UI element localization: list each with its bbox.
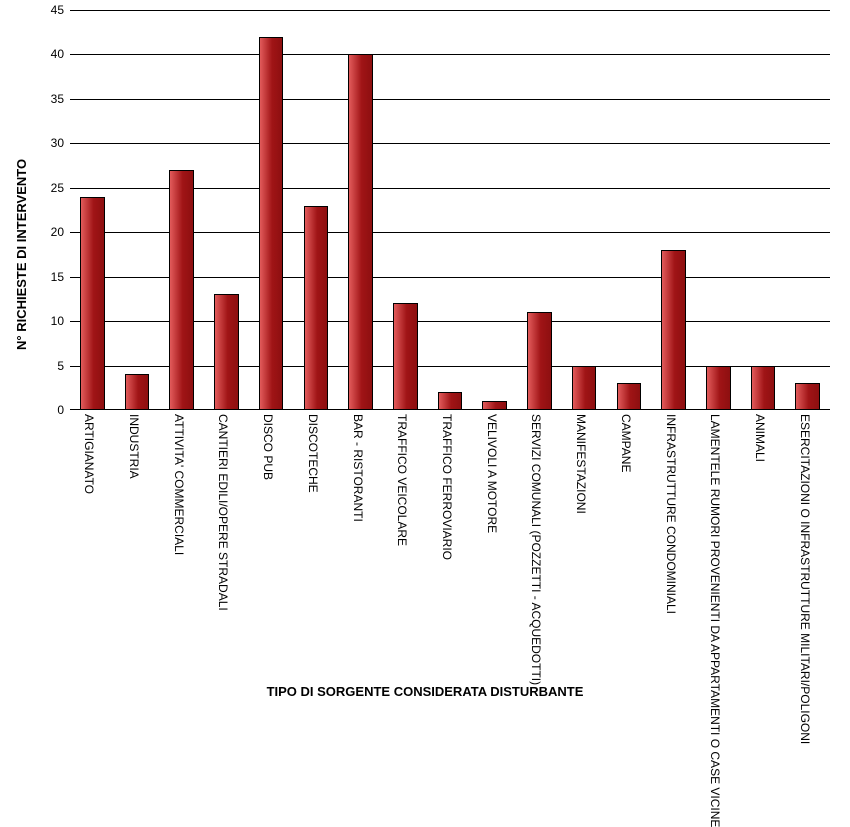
x-tick-label: ATTIVITA' COMMERCIALI	[172, 414, 186, 555]
bar	[125, 374, 150, 410]
bar	[527, 312, 552, 410]
bar	[80, 197, 105, 410]
bar	[661, 250, 686, 410]
y-tick-label: 10	[51, 314, 64, 328]
bar	[482, 401, 507, 410]
x-tick-label: ARTIGIANATO	[82, 414, 96, 494]
bar	[751, 366, 776, 410]
x-tick-label: TRAFFICO VEICOLARE	[395, 414, 409, 546]
bar	[169, 170, 194, 410]
bar	[795, 383, 820, 410]
plot-area: 051015202530354045	[70, 10, 830, 410]
bar	[706, 366, 731, 410]
x-tick-label: DISCOTECHE	[306, 414, 320, 493]
x-tick-label: ANIMALI	[753, 414, 767, 462]
bar	[304, 206, 329, 410]
bar	[572, 366, 597, 410]
bar	[438, 392, 463, 410]
y-tick-label: 25	[51, 181, 64, 195]
x-tick-label: LAMENTELE RUMORI PROVENIENTI DA APPARTAM…	[708, 414, 722, 827]
bar	[348, 54, 373, 410]
x-tick-label: VELIVOLI A MOTORE	[485, 414, 499, 533]
y-tick-label: 40	[51, 47, 64, 61]
bar	[393, 303, 418, 410]
x-tick-label: CANTIERI EDILI/OPERE STRADALI	[216, 414, 230, 611]
bar-chart: N° RICHIESTE DI INTERVENTO 0510152025303…	[0, 0, 850, 707]
bars-container	[70, 10, 830, 410]
x-tick-label: TRAFFICO FERROVIARIO	[440, 414, 454, 560]
y-tick-label: 5	[57, 359, 64, 373]
x-tick-label: INFRASTRUTTURE CONDOMINIALI	[664, 414, 678, 614]
y-axis-title: N° RICHIESTE DI INTERVENTO	[14, 159, 29, 350]
bar	[259, 37, 284, 410]
x-axis-title: TIPO DI SORGENTE CONSIDERATA DISTURBANTE	[0, 684, 850, 699]
x-tick-label: DISCO PUB	[261, 414, 275, 480]
y-tick-label: 15	[51, 270, 64, 284]
x-tick-label: CAMPANE	[619, 414, 633, 472]
x-tick-label: BAR - RISTORANTI	[351, 414, 365, 522]
y-tick-label: 30	[51, 136, 64, 150]
bar	[214, 294, 239, 410]
y-tick-label: 20	[51, 225, 64, 239]
y-tick-label: 35	[51, 92, 64, 106]
x-tick-label: INDUSTRIA	[127, 414, 141, 479]
bar	[617, 383, 642, 410]
x-axis-labels: ARTIGIANATO INDUSTRIA ATTIVITA' COMMERCIAL…	[70, 414, 830, 679]
y-tick-label: 0	[57, 403, 64, 417]
x-tick-label: MANIFESTAZIONI	[574, 414, 588, 514]
y-tick-label: 45	[51, 3, 64, 17]
x-tick-label: SERVIZI COMUNALI (POZZETTI - ACQUEDOTTI)	[529, 414, 543, 685]
